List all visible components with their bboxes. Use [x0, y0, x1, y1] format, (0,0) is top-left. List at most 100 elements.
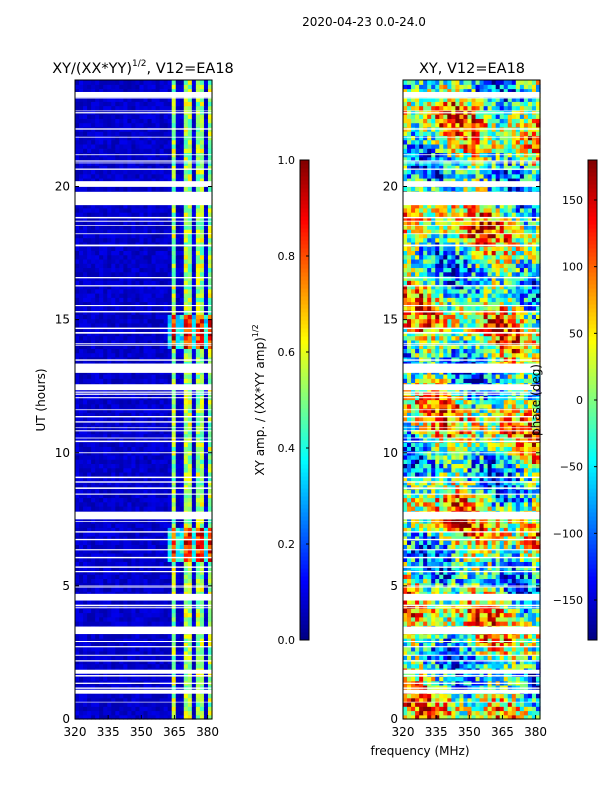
- heatmap-cell: [139, 586, 145, 592]
- heatmap-cell: [167, 488, 173, 494]
- heatmap-cell: [79, 476, 84, 482]
- heatmap-cell: [83, 177, 88, 183]
- heatmap-cell: [131, 263, 137, 269]
- heatmap-cell: [111, 352, 116, 358]
- heatmap-cell: [127, 390, 133, 396]
- heatmap-cell: [119, 603, 124, 609]
- heatmap-cell: [115, 527, 120, 533]
- heatmap-cell: [159, 271, 165, 277]
- heatmap-cell: [135, 459, 141, 464]
- heatmap-cell: [171, 403, 177, 409]
- heatmap-cell: [207, 484, 213, 490]
- heatmap-cell: [187, 114, 193, 119]
- heatmap-cell: [83, 633, 88, 639]
- heatmap-cell: [111, 254, 116, 260]
- heatmap-cell: [115, 101, 120, 107]
- heatmap-cell: [187, 612, 193, 618]
- heatmap-cell: [179, 412, 185, 418]
- heatmap-cell: [143, 293, 149, 298]
- heatmap-cell: [179, 177, 185, 183]
- heatmap-cell: [127, 344, 133, 349]
- heatmap-cell: [79, 135, 84, 141]
- heatmap-cell: [135, 574, 141, 580]
- heatmap-cell: [151, 544, 157, 550]
- heatmap-cell: [203, 523, 209, 528]
- heatmap-cell: [139, 442, 145, 447]
- heatmap-cell: [119, 284, 124, 290]
- heatmap-cell: [95, 574, 100, 580]
- heatmap-cell: [187, 229, 193, 234]
- heatmap-cell: [195, 305, 201, 311]
- heatmap-cell: [87, 501, 92, 507]
- heatmap-cell: [171, 233, 177, 239]
- heatmap-cell: [199, 523, 205, 528]
- heatmap-cell: [195, 531, 201, 537]
- heatmap-cell: [187, 322, 193, 328]
- heatmap-cell: [183, 429, 189, 435]
- heatmap-cell: [79, 263, 84, 269]
- heatmap-cell: [119, 488, 124, 494]
- heatmap-cell: [187, 373, 193, 379]
- heatmap-cell: [99, 327, 104, 332]
- heatmap-cell: [171, 224, 177, 230]
- heatmap-cell: [119, 143, 124, 149]
- heatmap-cell: [107, 207, 112, 213]
- heatmap-cell: [131, 160, 137, 166]
- heatmap-cell: [123, 114, 128, 119]
- heatmap-cell: [99, 591, 104, 597]
- heatmap-cell: [95, 305, 100, 311]
- heatmap-cell: [103, 544, 108, 550]
- heatmap-cell: [187, 216, 193, 222]
- heatmap-cell: [159, 527, 165, 533]
- heatmap-cell: [191, 318, 197, 324]
- heatmap-cell: [127, 621, 133, 626]
- heatmap-cell: [151, 506, 157, 511]
- heatmap-cell: [87, 339, 92, 345]
- heatmap-cell: [139, 540, 145, 545]
- heatmap-cell: [163, 173, 169, 179]
- heatmap-cell: [107, 642, 112, 648]
- heatmap-cell: [79, 608, 84, 614]
- heatmap-cell: [195, 446, 201, 452]
- heatmap-cell: [171, 420, 177, 426]
- heatmap-cell: [155, 433, 161, 439]
- heatmap-cell: [135, 693, 141, 699]
- heatmap-cell: [75, 557, 80, 562]
- heatmap-cell: [119, 297, 124, 303]
- heatmap-cell: [175, 344, 181, 349]
- heatmap-cell: [159, 293, 165, 298]
- heatmap-cell: [91, 280, 96, 286]
- heatmap-cell: [183, 420, 189, 426]
- heatmap-cell: [87, 693, 92, 699]
- heatmap-cell: [79, 706, 84, 712]
- heatmap-cell: [91, 548, 96, 554]
- heatmap-cell: [199, 246, 205, 251]
- heatmap-cell: [195, 288, 201, 294]
- heatmap-cell: [159, 339, 165, 345]
- heatmap-cell: [147, 263, 153, 269]
- heatmap-cell: [195, 310, 201, 315]
- heatmap-cell: [131, 403, 137, 409]
- heatmap-cell: [171, 471, 177, 477]
- heatmap-cell: [95, 139, 100, 145]
- heatmap-cell: [207, 293, 213, 298]
- heatmap-cell: [107, 471, 112, 477]
- heatmap-cell: [95, 663, 100, 669]
- heatmap-cell: [151, 642, 157, 648]
- heatmap-cell: [87, 433, 92, 439]
- heatmap-cell: [175, 437, 181, 443]
- heatmap-cell: [163, 706, 169, 712]
- heatmap-cell: [95, 229, 100, 234]
- heatmap-cell: [107, 433, 112, 439]
- heatmap-cell: [163, 714, 169, 720]
- heatmap-cell: [103, 565, 108, 571]
- heatmap-cell: [79, 454, 84, 460]
- heatmap-cell: [111, 314, 116, 320]
- heatmap-cell: [143, 378, 149, 384]
- heatmap-cell: [203, 348, 209, 354]
- heatmap-cell: [139, 399, 145, 405]
- heatmap-cell: [171, 531, 177, 537]
- heatmap-cell: [199, 446, 205, 452]
- heatmap-cell: [175, 429, 181, 435]
- heatmap-cell: [163, 535, 169, 541]
